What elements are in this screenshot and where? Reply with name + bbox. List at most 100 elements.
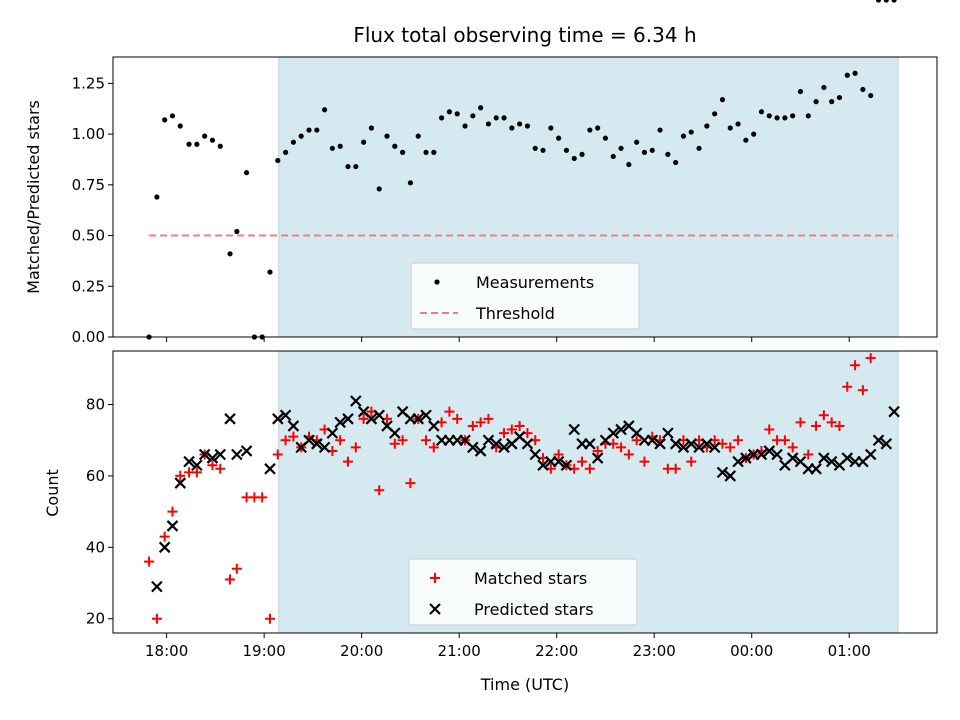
data-point [786,452,799,464]
panel-counts: 20 40 60 80 18:00 19:00 20:00 21:00 22:00 23:00 00… [86,350,938,660]
data-point [412,413,424,425]
y-axis-label-top: Matched/Predicted stars [24,100,43,294]
data-point [431,149,437,155]
data-point [342,413,354,425]
data-point [303,434,315,447]
data-point [618,145,624,151]
data-point [397,435,408,446]
data-point [272,449,283,460]
x-tick-label: 22:00 [535,642,578,660]
data-point [553,449,564,460]
data-point [696,145,702,151]
data-point [169,113,176,119]
data-point [797,88,804,95]
data-point [429,603,441,615]
data-point [779,435,790,446]
data-point [373,409,385,422]
data-point [243,170,250,176]
data-point [669,438,682,450]
data-point [774,115,780,121]
x-tick-label: 19:00 [243,642,286,660]
data-point [755,448,768,461]
data-point [685,438,698,450]
plot-frame [112,350,938,634]
data-point [498,441,510,454]
data-point [857,385,868,396]
data-point [584,438,596,450]
data-point [392,143,398,149]
data-point [407,180,414,186]
data-point [191,467,202,478]
data-point [283,149,289,155]
data-point [615,423,627,436]
data-point [631,435,642,446]
data-point [517,121,523,127]
data-point [763,445,776,457]
series-measurements [146,0,897,340]
data-point [194,141,200,147]
data-point [836,94,843,101]
data-point [852,70,858,76]
data-point [175,470,186,481]
data-point [415,133,421,139]
data-point [400,149,406,155]
data-point [841,452,854,464]
data-point [883,0,889,3]
data-point [337,143,343,149]
data-point [376,186,382,192]
data-point [595,125,601,131]
data-point [470,113,476,119]
data-point [475,417,486,428]
x-tick-label: 23:00 [633,642,676,660]
legend-box [410,262,640,330]
data-point [280,435,291,446]
x-tick-label: 00:00 [730,642,773,660]
data-point [151,580,163,593]
data-point [231,448,243,461]
data-point [842,381,853,392]
data-point [725,442,736,453]
data-point [548,125,554,131]
data-point [563,147,570,153]
data-point [279,409,292,422]
data-point [177,123,183,129]
data-point [634,139,640,145]
y-tick-label: 0.75 [72,176,105,194]
data-point [524,123,531,129]
data-point [151,613,162,624]
data-point [795,417,806,428]
data-point [733,435,744,446]
data-point [384,133,390,139]
data-point [467,420,478,431]
legend-label: Threshold [475,304,555,323]
data-point [688,129,694,135]
data-point [215,463,226,474]
data-point [198,448,211,461]
data-point [234,228,240,235]
data-point [322,107,328,113]
data-point [826,417,837,428]
data-point [844,72,850,78]
data-point [343,456,354,467]
data-point [579,151,585,157]
y-tick-label: 0.00 [72,328,105,346]
data-point [626,161,632,168]
data-point [231,563,242,574]
data-point [329,145,336,151]
data-point [686,456,697,467]
data-point [805,113,811,119]
data-point [207,460,218,471]
data-point [662,427,674,439]
data-point [766,113,772,119]
data-point [810,463,822,475]
data-point [616,442,627,453]
y-tick-label: 60 [86,467,105,485]
data-point [708,441,721,454]
x-tick-label: 01:00 [828,642,871,660]
data-point [290,139,297,145]
data-point [389,427,401,439]
data-point [162,117,168,123]
data-point [420,409,432,422]
data-point [144,556,155,567]
data-point [306,127,312,133]
